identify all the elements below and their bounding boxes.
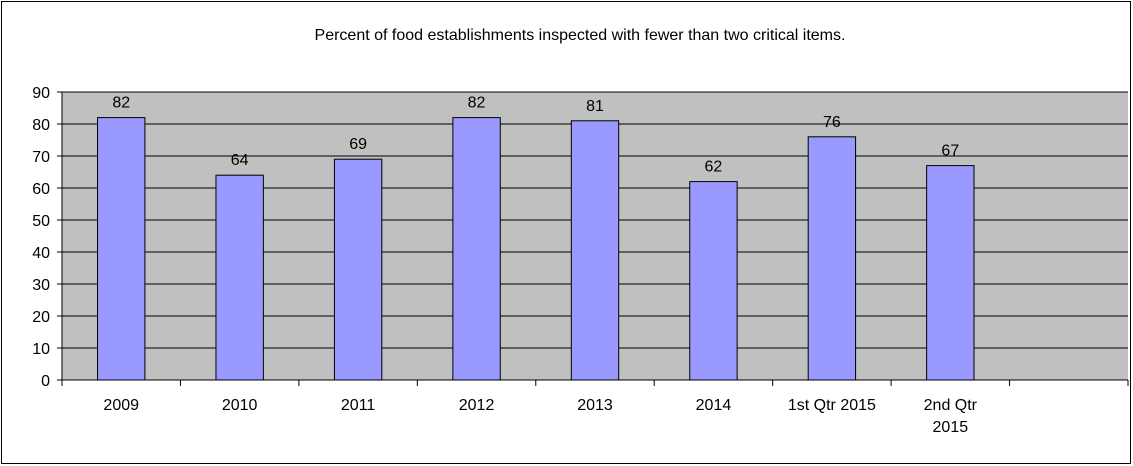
bar bbox=[926, 165, 975, 381]
y-tick-label: 60 bbox=[32, 181, 50, 198]
x-tick-label: 2011 bbox=[341, 397, 376, 414]
chart-title: Percent of food establishments inspected… bbox=[315, 27, 846, 44]
data-label: 62 bbox=[705, 159, 723, 176]
bar bbox=[452, 117, 501, 381]
bar bbox=[97, 117, 146, 381]
y-tick-label: 70 bbox=[32, 149, 50, 166]
data-label: 69 bbox=[349, 136, 367, 153]
y-tick-label: 90 bbox=[32, 85, 50, 102]
data-label: 64 bbox=[231, 152, 249, 169]
data-label: 81 bbox=[586, 98, 604, 115]
y-tick-label: 0 bbox=[41, 373, 50, 390]
x-tick-label: 2nd Qtr 2015 bbox=[924, 397, 978, 436]
data-label: 82 bbox=[112, 95, 130, 112]
y-tick-label: 30 bbox=[32, 277, 50, 294]
x-tick-label: 1st Qtr 2015 bbox=[788, 397, 876, 414]
bar bbox=[570, 120, 620, 381]
y-tick-label: 20 bbox=[32, 309, 50, 326]
bar bbox=[333, 158, 383, 381]
x-tick-label: 2009 bbox=[103, 397, 139, 414]
y-tick-label: 80 bbox=[32, 117, 50, 134]
bar bbox=[689, 181, 738, 381]
bar bbox=[807, 136, 857, 381]
x-tick-label: 2010 bbox=[222, 397, 258, 414]
x-tick-label: 2013 bbox=[577, 397, 613, 414]
data-label: 82 bbox=[468, 95, 486, 112]
data-label: 76 bbox=[823, 114, 841, 131]
data-label: 67 bbox=[941, 143, 959, 160]
y-tick-label: 40 bbox=[32, 245, 50, 262]
y-tick-label: 10 bbox=[32, 341, 50, 358]
y-tick-label: 50 bbox=[32, 213, 50, 230]
bar bbox=[215, 174, 264, 381]
x-tick-label: 2014 bbox=[696, 397, 732, 414]
x-tick-label: 2012 bbox=[459, 397, 495, 414]
